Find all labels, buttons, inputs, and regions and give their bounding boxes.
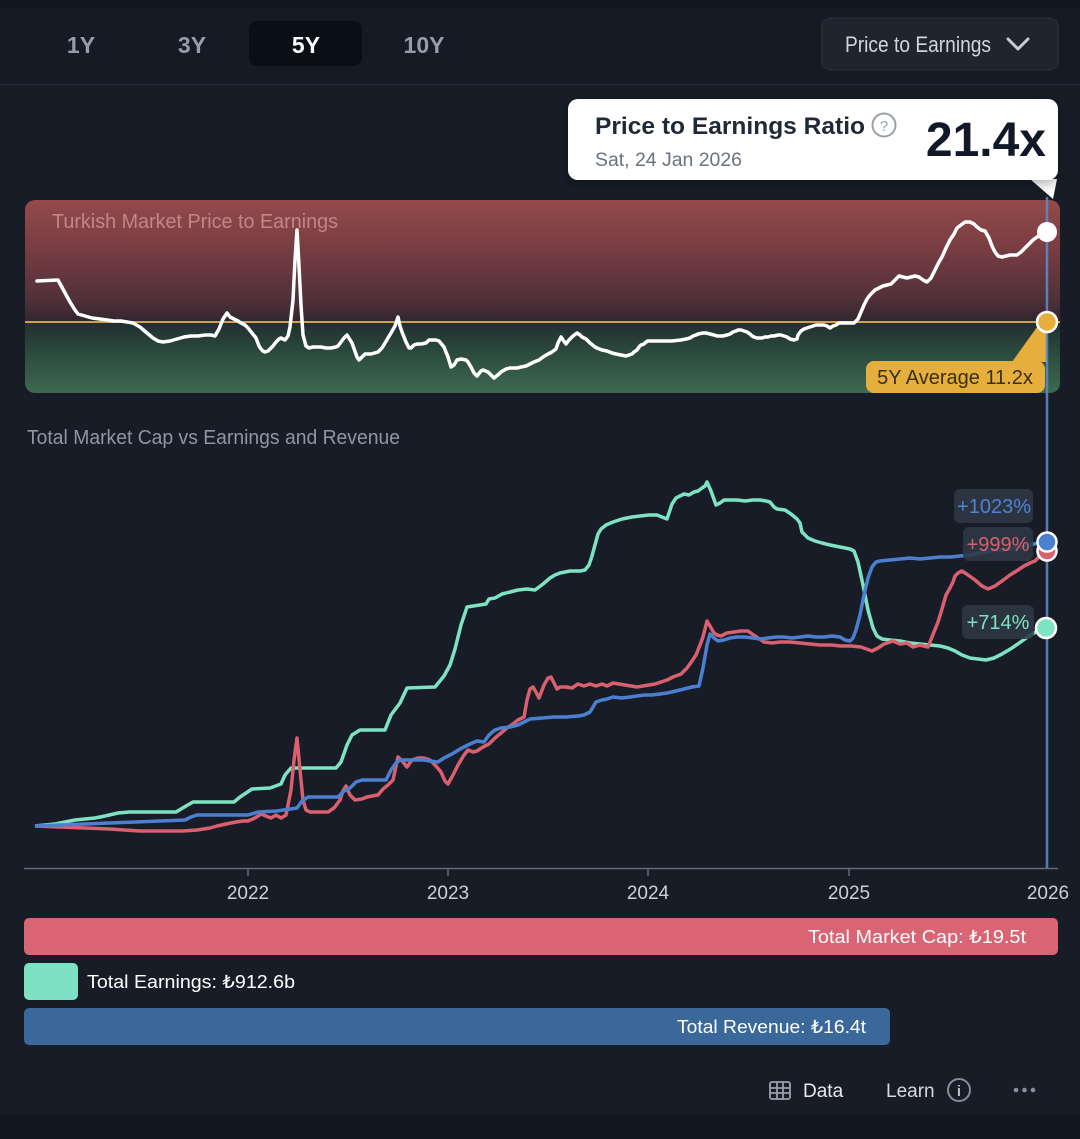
svg-text:Total Market Cap vs Earnings a: Total Market Cap vs Earnings and Revenue: [27, 427, 400, 449]
svg-text:5Y: 5Y: [292, 32, 320, 58]
svg-text:?: ?: [880, 118, 888, 135]
svg-text:Total Revenue: ₺16.4t: Total Revenue: ₺16.4t: [677, 1017, 866, 1037]
svg-text:Price to Earnings: Price to Earnings: [845, 32, 991, 57]
svg-text:2024: 2024: [627, 883, 670, 904]
svg-text:Total Earnings: ₺912.6b: Total Earnings: ₺912.6b: [87, 972, 295, 992]
svg-text:Total Market Cap: ₺19.5t: Total Market Cap: ₺19.5t: [808, 927, 1026, 947]
svg-text:+714%: +714%: [967, 612, 1030, 634]
svg-text:3Y: 3Y: [178, 32, 206, 58]
svg-text:+1023%: +1023%: [957, 496, 1031, 518]
svg-text:10Y: 10Y: [404, 32, 445, 58]
svg-text:Learn: Learn: [886, 1081, 935, 1102]
svg-text:Data: Data: [803, 1081, 844, 1102]
svg-text:Price to Earnings Ratio: Price to Earnings Ratio: [595, 113, 865, 140]
svg-text:1Y: 1Y: [67, 32, 95, 58]
svg-text:5Y Average 11.2x: 5Y Average 11.2x: [877, 367, 1033, 389]
svg-text:2025: 2025: [828, 883, 870, 904]
svg-text:+999%: +999%: [967, 534, 1030, 556]
svg-text:Sat, 24 Jan 2026: Sat, 24 Jan 2026: [595, 150, 742, 171]
svg-text:21.4x: 21.4x: [926, 114, 1046, 167]
svg-text:Turkish Market Price to Earnin: Turkish Market Price to Earnings: [52, 211, 338, 233]
svg-text:i: i: [957, 1083, 961, 1100]
svg-text:2026: 2026: [1027, 883, 1069, 904]
svg-text:2022: 2022: [227, 883, 269, 904]
svg-text:2023: 2023: [427, 883, 469, 904]
